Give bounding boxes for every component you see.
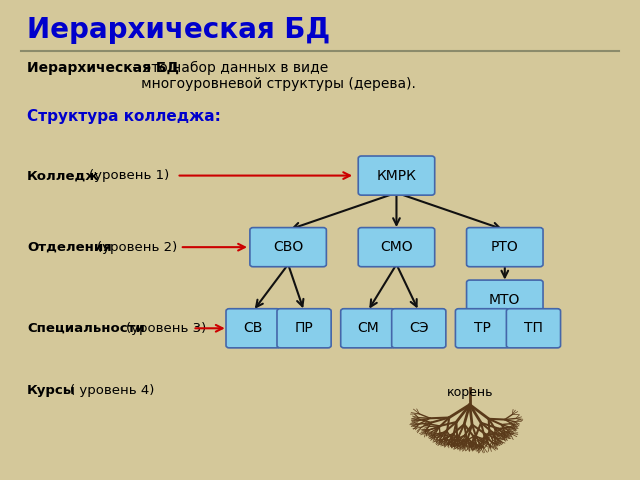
Text: Колледж: Колледж xyxy=(27,169,99,182)
Text: Отделения: Отделения xyxy=(27,240,111,253)
Text: РТО: РТО xyxy=(491,240,518,254)
Text: Структура колледжа:: Структура колледжа: xyxy=(27,109,221,124)
Text: Иерархическая БД: Иерархическая БД xyxy=(27,61,179,75)
Text: – это набор данных в виде
   многоуровневой структуры (дерева).: – это набор данных в виде многоуровневой… xyxy=(127,61,415,91)
Text: ТР: ТР xyxy=(474,321,491,336)
Text: ( уровень 4): ( уровень 4) xyxy=(70,384,155,397)
Text: СЭ: СЭ xyxy=(409,321,429,336)
FancyBboxPatch shape xyxy=(467,280,543,319)
Text: Курсы: Курсы xyxy=(27,384,76,397)
Text: СВ: СВ xyxy=(243,321,263,336)
Text: КМРК: КМРК xyxy=(376,168,417,182)
FancyBboxPatch shape xyxy=(226,309,280,348)
Text: (уровень 2): (уровень 2) xyxy=(97,240,177,253)
FancyBboxPatch shape xyxy=(456,309,509,348)
FancyBboxPatch shape xyxy=(467,228,543,267)
Text: ТП: ТП xyxy=(524,321,543,336)
FancyBboxPatch shape xyxy=(358,156,435,195)
Text: (уровень 1): (уровень 1) xyxy=(90,169,170,182)
Text: СВО: СВО xyxy=(273,240,303,254)
Text: СМО: СМО xyxy=(380,240,413,254)
Text: СМ: СМ xyxy=(357,321,379,336)
Text: ПР: ПР xyxy=(294,321,314,336)
Text: МТО: МТО xyxy=(489,293,520,307)
Text: Иерархическая БД: Иерархическая БД xyxy=(27,16,330,44)
FancyBboxPatch shape xyxy=(358,228,435,267)
FancyBboxPatch shape xyxy=(277,309,331,348)
FancyBboxPatch shape xyxy=(392,309,446,348)
FancyBboxPatch shape xyxy=(506,309,561,348)
FancyBboxPatch shape xyxy=(250,228,326,267)
Text: корень: корень xyxy=(447,385,493,398)
FancyBboxPatch shape xyxy=(340,309,395,348)
Text: Специальности: Специальности xyxy=(27,322,145,335)
Text: (уровень 3): (уровень 3) xyxy=(125,322,206,335)
